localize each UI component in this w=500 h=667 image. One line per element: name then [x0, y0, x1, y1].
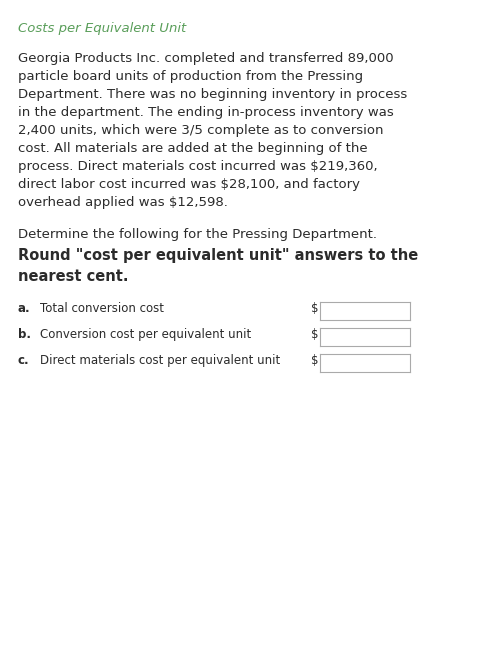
- Text: b.: b.: [18, 328, 31, 341]
- Text: 2,400 units, which were 3/5 complete as to conversion: 2,400 units, which were 3/5 complete as …: [18, 124, 384, 137]
- Text: cost. All materials are added at the beginning of the: cost. All materials are added at the beg…: [18, 142, 368, 155]
- Text: $: $: [311, 354, 318, 367]
- Text: a.: a.: [18, 302, 30, 315]
- Text: Department. There was no beginning inventory in process: Department. There was no beginning inven…: [18, 88, 407, 101]
- Text: Direct materials cost per equivalent unit: Direct materials cost per equivalent uni…: [40, 354, 280, 367]
- Text: Georgia Products Inc. completed and transferred 89,000: Georgia Products Inc. completed and tran…: [18, 52, 394, 65]
- Text: Determine the following for the Pressing Department.: Determine the following for the Pressing…: [18, 228, 377, 241]
- Text: $: $: [311, 302, 318, 315]
- Text: Conversion cost per equivalent unit: Conversion cost per equivalent unit: [40, 328, 252, 341]
- Text: overhead applied was $12,598.: overhead applied was $12,598.: [18, 196, 228, 209]
- Text: Costs per Equivalent Unit: Costs per Equivalent Unit: [18, 22, 186, 35]
- Text: Round "cost per equivalent unit" answers to the: Round "cost per equivalent unit" answers…: [18, 248, 418, 263]
- Text: c.: c.: [18, 354, 30, 367]
- Text: direct labor cost incurred was $28,100, and factory: direct labor cost incurred was $28,100, …: [18, 178, 360, 191]
- Text: nearest cent.: nearest cent.: [18, 269, 128, 284]
- Text: particle board units of production from the Pressing: particle board units of production from …: [18, 70, 363, 83]
- Text: process. Direct materials cost incurred was $219,360,: process. Direct materials cost incurred …: [18, 160, 378, 173]
- Text: $: $: [311, 328, 318, 341]
- Text: Total conversion cost: Total conversion cost: [40, 302, 164, 315]
- Text: in the department. The ending in-process inventory was: in the department. The ending in-process…: [18, 106, 394, 119]
